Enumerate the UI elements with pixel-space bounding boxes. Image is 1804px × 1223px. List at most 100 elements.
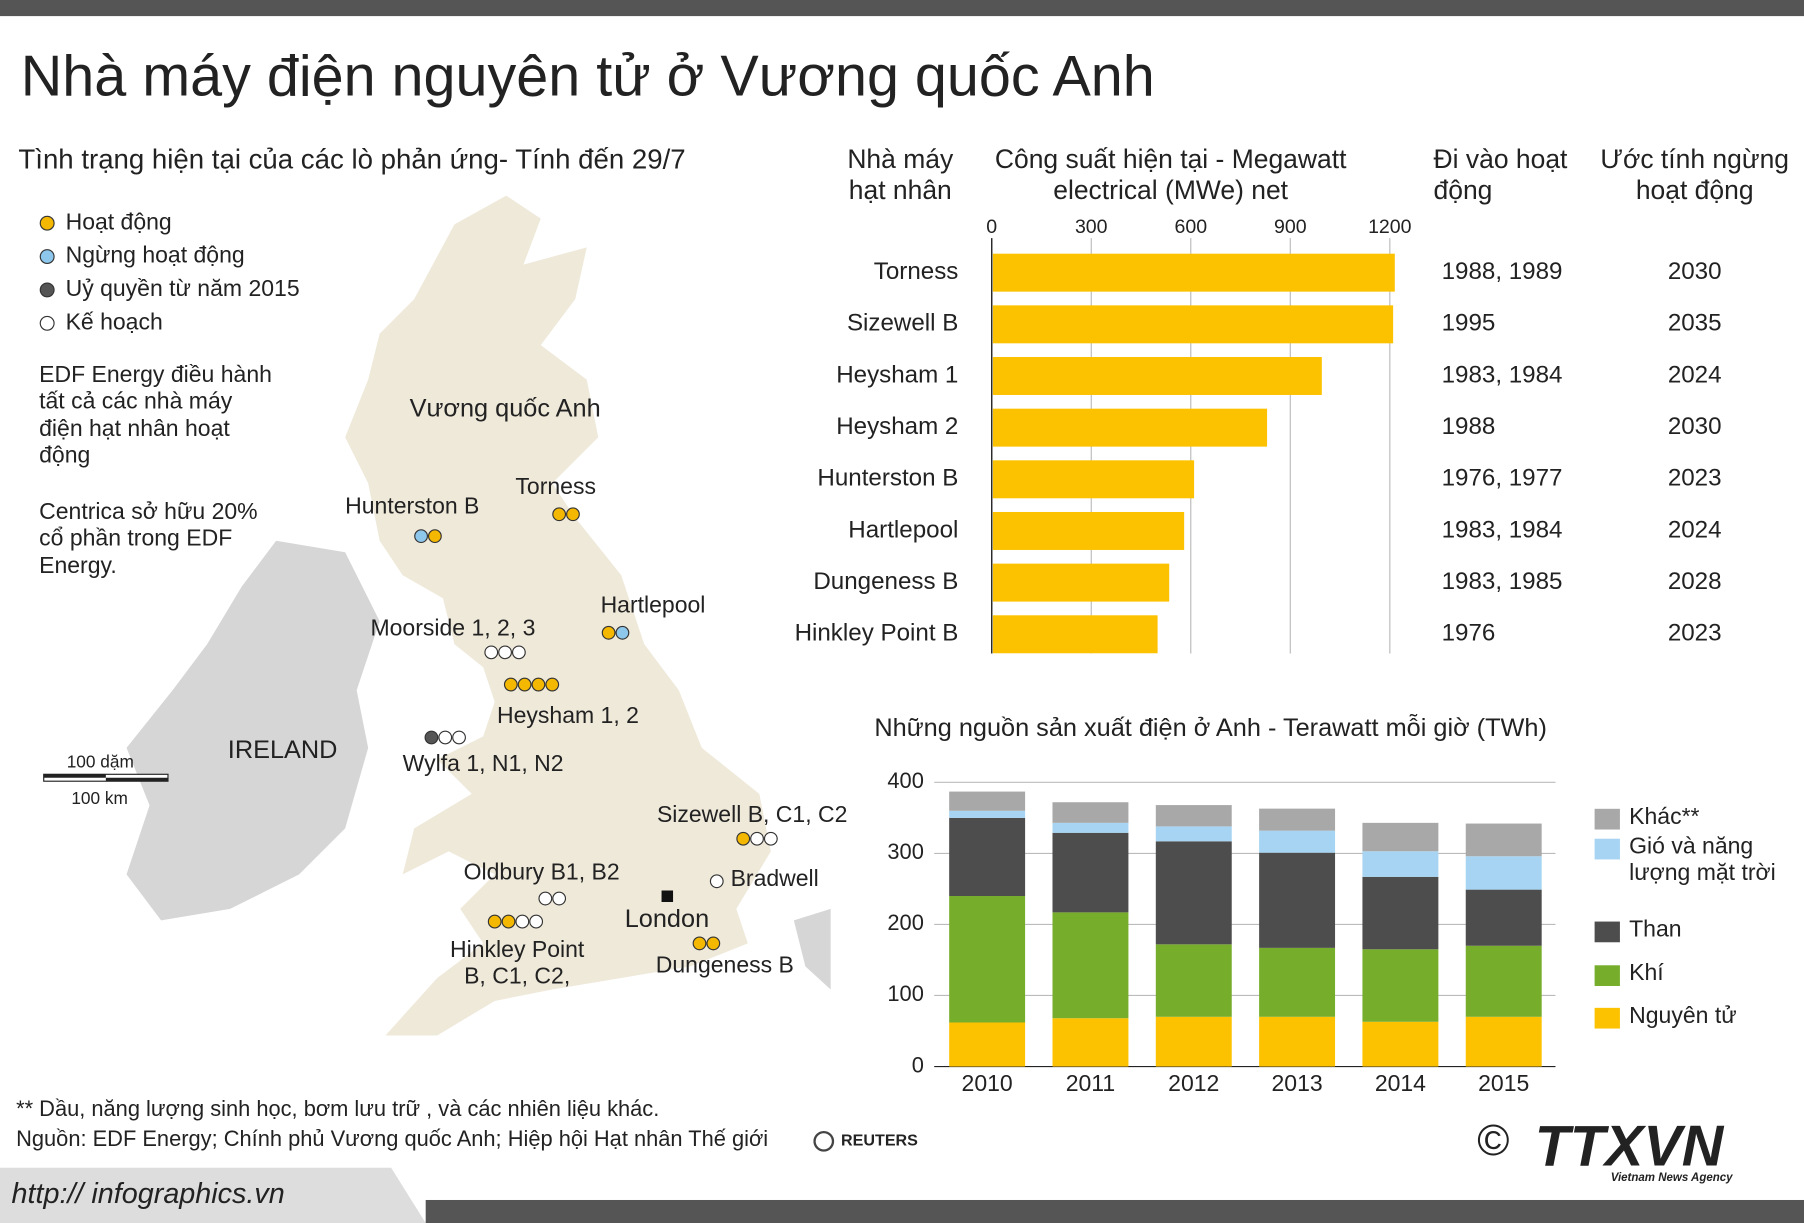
site-dot: [427, 529, 442, 544]
end-year: 2024: [1668, 516, 1722, 543]
reuters: REUTERS: [841, 1132, 918, 1150]
legend-label-box: Gió và năng lượng mặt trời: [1629, 834, 1776, 887]
x-tick-label: 300: [1075, 216, 1108, 238]
site-label: Sizewell B, C1, C2: [657, 801, 847, 827]
site-label: Wylfa 1, N1, N2: [403, 750, 564, 776]
column-header-box: Ước tính ngừng hoạt động: [1600, 144, 1789, 205]
site-label-box: Hinkley Point B, C1, C2,: [450, 937, 585, 990]
site-label: Bradwell: [731, 865, 819, 891]
bar: [992, 253, 1395, 292]
site-dot: [736, 831, 751, 846]
top-bar: [0, 0, 1804, 17]
x-tick-label: 2014: [1375, 1070, 1426, 1096]
y-tick-label: 400: [887, 768, 923, 793]
legend-label-box: Khác**: [1629, 804, 1700, 830]
legend-dot: [39, 282, 55, 298]
start-year: 1976: [1442, 620, 1496, 647]
note: Centrica sở hữu 20% cổ phần trong EDF En…: [39, 499, 258, 579]
site-dot: [692, 936, 707, 951]
footer-tab: [0, 1167, 426, 1223]
site-dot: [531, 677, 546, 692]
category-header-box: Nhà máy hạt nhân: [847, 144, 953, 205]
note-box: EDF Energy điều hành tất cả các nhà máy …: [39, 362, 272, 469]
category-label: Dungeness B: [813, 568, 958, 595]
site-dot: [538, 891, 553, 906]
site-label: Moorside 1, 2, 3: [370, 614, 535, 640]
site-label: Dungeness B: [656, 952, 794, 978]
stack-segment: [1155, 826, 1232, 842]
end-year: 2035: [1668, 310, 1722, 337]
x-tick-label: 2013: [1271, 1070, 1322, 1096]
bar: [992, 408, 1268, 447]
europe-land: [793, 908, 831, 990]
site-dot: [566, 507, 580, 522]
x-tick-label: 2015: [1478, 1070, 1529, 1096]
start-year: 1983, 1984: [1442, 361, 1563, 388]
stack-segment: [1155, 841, 1232, 945]
note: EDF Energy điều hành tất cả các nhà máy …: [39, 362, 272, 469]
category-label: Sizewell B: [847, 310, 958, 337]
stack-segment: [1362, 851, 1439, 877]
legend-label-box: Khí: [1629, 961, 1664, 986]
stack-segment: [949, 896, 1026, 1023]
bottom-bar: [425, 1199, 1804, 1223]
stack-segment: [1465, 823, 1542, 857]
site-dot: [552, 507, 567, 522]
end-year: 2030: [1668, 258, 1722, 285]
bar: [992, 305, 1394, 344]
x-tick-label: 0: [986, 216, 997, 238]
legend-label: Nguyên tử: [1629, 1003, 1737, 1029]
legend-swatch: [1594, 838, 1620, 860]
legend-label: Kế hoạch: [66, 308, 163, 334]
start-year: 1983, 1984: [1442, 516, 1563, 543]
subtitle: Tình trạng hiện tại của các lò phản ứng-…: [18, 143, 685, 174]
site-dot: [424, 730, 439, 745]
x-tick-label: 2011: [1066, 1070, 1115, 1096]
x-tick-label: 2012: [1168, 1070, 1219, 1096]
scale-bar-part: [105, 777, 168, 782]
start-year: 1995: [1442, 310, 1496, 337]
site-dot: [545, 677, 560, 692]
source: Nguồn: EDF Energy; Chính phủ Vương quốc …: [16, 1126, 768, 1151]
stack-segment: [1052, 832, 1129, 913]
x-tick-label: 900: [1274, 216, 1307, 238]
legend-label: Khác**: [1629, 804, 1700, 830]
map: [43, 195, 831, 1036]
stack-segment: [949, 810, 1026, 818]
ireland-land: [126, 540, 380, 921]
chart-title: Những nguồn sản xuất điện ở Anh - Terawa…: [874, 713, 1547, 742]
column-header-box: Đi vào hoạt động: [1433, 143, 1568, 205]
site-dot: [511, 645, 526, 660]
site-dot: [503, 677, 518, 692]
y-tick-label: 0: [912, 1052, 924, 1077]
category-label: Hinkley Point B: [795, 620, 959, 647]
legend-label: Gió và năng lượng mặt trời: [1629, 834, 1776, 887]
site-dot: [515, 914, 530, 929]
stack-segment: [1052, 1018, 1129, 1067]
site-label: Oldbury B1, B2: [464, 858, 620, 884]
end-year: 2024: [1668, 361, 1722, 388]
site-label: Hinkley Point B, C1, C2,: [450, 937, 585, 990]
start-year: 1983, 1985: [1442, 568, 1563, 595]
category-label: Hunterston B: [817, 465, 958, 492]
reuters-logo: [813, 1130, 835, 1152]
stack-segment: [1259, 808, 1336, 831]
london-marker: [661, 890, 674, 903]
bar: [992, 357, 1322, 395]
site-dot: [601, 625, 616, 640]
url: http:// infographics.vn: [12, 1178, 285, 1210]
scale-bar-part: [43, 774, 106, 778]
legend-label-box: Than: [1629, 917, 1681, 942]
end-year: 2023: [1668, 465, 1722, 492]
stack-segment: [1259, 852, 1336, 948]
column-header: Đi vào hoạt động: [1433, 143, 1568, 205]
note-box: Centrica sở hữu 20% cổ phần trong EDF En…: [39, 499, 258, 579]
site-dot: [484, 645, 499, 660]
stack-segment: [1155, 944, 1232, 1017]
stack-segment: [949, 1022, 1026, 1067]
legend-label-box: Nguyên tử: [1629, 1003, 1737, 1029]
site-label: Torness: [515, 473, 596, 499]
site-dot: [498, 645, 512, 660]
category-label: Torness: [874, 258, 959, 285]
